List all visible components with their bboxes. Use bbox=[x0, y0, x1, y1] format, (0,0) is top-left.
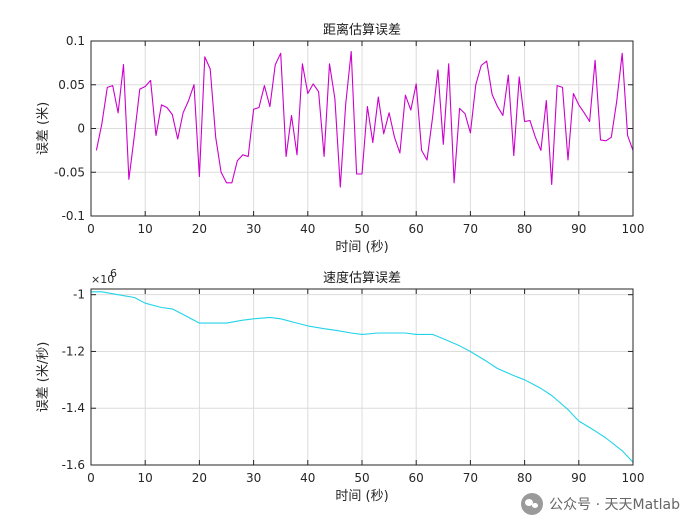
dist-x-axis-label: 时间 (秒) bbox=[335, 240, 388, 255]
dist-xtick-label-5: 50 bbox=[354, 222, 369, 236]
vel-xtick-label-1: 10 bbox=[138, 471, 153, 485]
dist-chart-title: 距离估算误差 bbox=[323, 22, 401, 38]
watermark-text: 公众号 · 天天Matlab bbox=[549, 497, 680, 513]
vel-exponent-label: ×10 bbox=[91, 273, 114, 286]
vel-y-axis-label: 误差 (米/秒) bbox=[36, 342, 51, 413]
dist-xtick-label-0: 0 bbox=[87, 222, 95, 236]
vel-exponent-power: 6 bbox=[110, 267, 117, 280]
vel-xtick-label-8: 80 bbox=[517, 471, 532, 485]
vel-ytick-label-0: -1.6 bbox=[62, 458, 85, 472]
dist-ytick-label-2: 0 bbox=[77, 122, 85, 136]
wechat-icon bbox=[521, 493, 544, 515]
dist-xtick-label-2: 20 bbox=[192, 222, 207, 236]
velocity-error-axes: 0 10 20 30 40 50 60 70 80 90 100 -1.6 -1.4 -1.2 -1 速度估算… bbox=[36, 267, 644, 504]
vel-series-line bbox=[91, 291, 634, 463]
dist-xtick-label-4: 40 bbox=[300, 222, 315, 236]
dist-xtick-label-10: 100 bbox=[622, 222, 645, 236]
dist-ytick-label-4: 0.1 bbox=[66, 34, 85, 48]
vel-chart-title: 速度估算误差 bbox=[323, 270, 401, 286]
dist-xtick-label-1: 10 bbox=[138, 222, 153, 236]
vel-xtick-label-3: 30 bbox=[246, 471, 261, 485]
vel-ytick-label-2: -1.2 bbox=[62, 344, 85, 358]
vel-xtick-label-9: 90 bbox=[571, 471, 586, 485]
dist-ytick-label-3: 0.05 bbox=[58, 78, 85, 92]
vel-xtick-label-7: 70 bbox=[463, 471, 478, 485]
dist-xtick-label-6: 60 bbox=[409, 222, 424, 236]
dist-y-axis-label: 误差 (米) bbox=[36, 102, 51, 155]
watermark: 公众号 · 天天Matlab bbox=[521, 493, 680, 515]
vel-x-axis-label: 时间 (秒) bbox=[335, 489, 388, 504]
dist-xtick-label-7: 70 bbox=[463, 222, 478, 236]
vel-ytick-label-3: -1 bbox=[73, 288, 85, 302]
vel-xtick-label-2: 20 bbox=[192, 471, 207, 485]
dist-xtick-label-9: 90 bbox=[571, 222, 586, 236]
dist-ytick-label-0: -0.1 bbox=[62, 209, 85, 223]
dist-series-line bbox=[95, 50, 634, 188]
vel-xtick-label-10: 100 bbox=[622, 471, 645, 485]
distance-error-axes: 0 10 20 30 40 50 60 70 80 90 100 -0.1 -0.05 0 0.05 0.1 距… bbox=[36, 22, 644, 255]
vel-xtick-label-0: 0 bbox=[87, 471, 95, 485]
vel-ytick-label-1: -1.4 bbox=[62, 401, 85, 415]
vel-xtick-label-5: 50 bbox=[354, 471, 369, 485]
vel-xtick-label-6: 60 bbox=[409, 471, 424, 485]
vel-xtick-label-4: 40 bbox=[300, 471, 315, 485]
dist-xtick-label-8: 80 bbox=[517, 222, 532, 236]
dist-ytick-label-1: -0.05 bbox=[54, 165, 85, 179]
dist-xtick-label-3: 30 bbox=[246, 222, 261, 236]
